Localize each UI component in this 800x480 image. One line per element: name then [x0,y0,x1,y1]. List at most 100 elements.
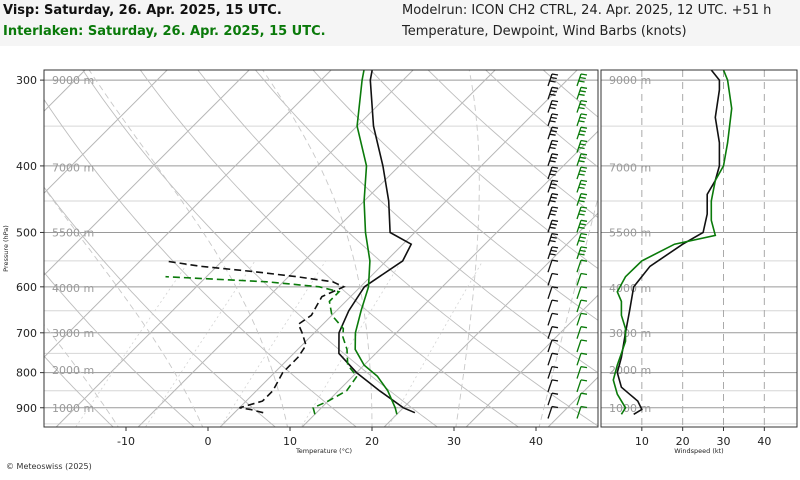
copyright-note: © Meteoswiss (2025) [6,462,92,471]
interlaken-windspeed-line [612,70,733,415]
interlaken-title: Interlaken: Saturday, 26. Apr. 2025, 15 … [3,24,326,39]
wind-barb-visp-staff [547,379,553,393]
wind-barb-interlaken [576,232,588,246]
wind-barb-visp-feather [549,200,556,203]
wind-barb-interlaken-feather [578,120,585,123]
wind-barb-visp-feather [550,130,557,133]
wind-barb-visp [547,113,559,127]
y-tick-label: 500 [16,226,37,239]
wind-barb-visp-feather [550,196,557,199]
visp-windspeed-line [616,70,721,415]
x-tick-label: 30 [447,435,461,448]
wind-barb-visp-feather [550,90,557,93]
wind-barb-interlaken [576,299,588,313]
wind-barb-visp [547,179,559,193]
isotherm-line [603,46,800,454]
wind-barb-visp-staff [547,220,553,233]
height-label: 5500 m [52,226,94,239]
wind-barb-visp-feather [551,166,559,169]
skewt-frame [43,69,599,428]
wind-barb-interlaken-staff [576,259,582,273]
height-label: 3000 m [52,327,94,340]
wind-barb-visp [547,232,559,246]
dry-adiabat-line [369,70,598,270]
wind-barb-visp-feather [550,169,557,173]
dry-adiabat-line [44,186,277,427]
wind-barb-visp-staff [547,273,553,286]
wind-barb-interlaken [576,73,588,87]
wind-x-tick-label: 20 [676,435,690,448]
wind-barb-interlaken-feather [578,239,585,243]
wind-barb-visp-feather [549,133,556,136]
moist-adiabat-line [455,70,480,427]
wind-barb-visp-feather [549,80,556,83]
isotherm-line [44,70,86,112]
wind-barb-interlaken-staff [576,180,582,193]
wind-barb-interlaken-feather [579,116,586,120]
wind-barb-visp-feather [551,259,559,262]
wind-barb-interlaken-feather [579,183,586,186]
wind-barb-visp-staff [547,206,553,220]
wind-barb-interlaken-feather [579,143,586,146]
wind-barb-visp-staff [547,246,553,260]
wind-barb-visp-staff [547,113,553,127]
wind-barb-visp-staff [547,286,553,300]
wind-barb-interlaken-feather [580,139,588,143]
wind-barb-interlaken-feather [579,103,586,106]
wind-barb-visp-feather [551,352,559,355]
wind-barb-visp [547,166,559,180]
dry-adiabat-line [717,46,800,454]
wind-barb-visp-feather [550,236,557,239]
wind-barb-interlaken-feather [580,113,588,116]
mixing-ratio-line [387,260,484,427]
wind-barb-visp-staff [547,193,553,206]
wind-barb-visp-feather [550,143,557,146]
wind-barb-visp [547,99,559,113]
wind-barb-interlaken-feather [580,86,588,89]
wind-barb-visp-feather [551,219,559,222]
wind-barb-interlaken-staff [576,366,582,379]
dry-adiabat-line [772,46,800,454]
height-label: 7000 m [52,161,94,174]
wind-barb-interlaken-feather [580,259,588,262]
wind-barb-interlaken-feather [580,99,588,103]
wind-barb-interlaken-feather [579,236,586,239]
wind-barb-visp [547,73,559,87]
wind-barb-interlaken-feather [580,379,588,382]
wind-barb-interlaken-feather [580,73,588,76]
wind-barb-visp-feather [549,226,556,229]
wind-barb-visp-feather [551,113,559,116]
wind-barb-visp [547,272,559,286]
wind-barb-interlaken-feather [579,209,586,213]
dry-adiabat-line [44,271,195,427]
wind-barb-visp-feather [549,106,556,110]
wind-barb-visp-feather [551,246,559,249]
wind-barb-interlaken [576,126,588,140]
wind-x-tick-label: 40 [757,435,771,448]
dry-adiabat-line [44,355,114,427]
height-label: 1000 m [52,402,94,415]
wind-barb-interlaken-staff [576,153,582,167]
wind-barb-visp-feather [551,286,559,289]
wind-barb-interlaken-feather [578,133,585,136]
wind-barb-visp-staff [547,87,553,100]
moist-adiabat-line [538,196,598,427]
wind-barb-visp [547,139,559,153]
isotherm-line [55,70,414,427]
wind-barb-visp-staff [547,339,553,353]
wind-barb-interlaken-staff [576,206,582,220]
wind-barb-interlaken [576,139,588,153]
wind-barb-interlaken [576,352,588,366]
wind-barb-interlaken-feather [580,232,588,236]
x-tick-label: -10 [117,435,135,448]
wind-barb-interlaken-feather [580,352,588,355]
skewt-plot-area: 9000 m 7000 m 5500 m 4000 m 3000 m 2000 m 1000… [44,46,800,454]
wind-barb-visp-feather [550,76,557,80]
wind-barb-interlaken-staff [576,193,582,206]
wind-barb-visp-staff [547,126,553,140]
wind-barb-interlaken-feather [580,392,588,395]
wind-barb-visp-staff [547,299,553,313]
wind-barb-visp-feather [549,186,556,190]
wind-barb-interlaken [576,153,588,167]
wind-barb-interlaken-feather [579,196,586,199]
